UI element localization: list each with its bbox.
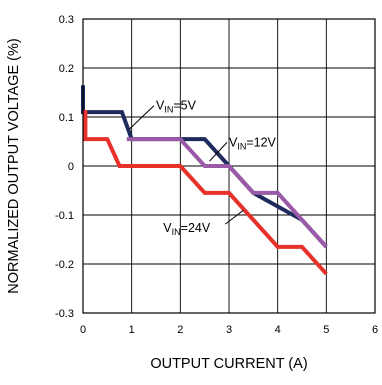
y-tick-label-6: -0.3	[55, 308, 74, 320]
series-label-2: VIN=24V	[163, 221, 211, 237]
series-line-1	[126, 137, 328, 249]
leader-line-1	[209, 142, 228, 162]
leader-line-2	[224, 209, 244, 225]
x-tick-label-6: 6	[372, 324, 378, 336]
x-tick-label-3: 3	[226, 324, 232, 336]
y-tick-label-5: -0.2	[55, 259, 74, 271]
y-tick-label-4: -0.1	[55, 210, 74, 222]
x-tick-label-1: 1	[129, 324, 135, 336]
annotations: VIN=5V VIN=12V VIN=24V	[128, 99, 277, 237]
series-line-0	[81, 85, 328, 249]
y-tick-label-0: 0.3	[59, 14, 74, 26]
plot-border	[82, 18, 376, 314]
x-tick-label-4: 4	[275, 324, 281, 336]
series-line-2	[83, 110, 328, 276]
y-tick-label-3: 0	[68, 161, 74, 173]
plot-frame	[82, 18, 376, 314]
leader-line-0	[128, 105, 155, 130]
x-tick-label-5: 5	[323, 324, 329, 336]
series-label-0: VIN=5V	[156, 99, 197, 115]
y-tick-label-2: 0.1	[59, 112, 74, 124]
x-axis-title: OUTPUT CURRENT (A)	[150, 356, 307, 372]
y-axis-title: NORMALIZED OUTPUT VOLTAGE (%)	[6, 38, 22, 293]
x-tick-label-2: 2	[177, 324, 183, 336]
x-tick-label-0: 0	[80, 324, 86, 336]
series-label-1: VIN=12V	[229, 135, 277, 151]
series-lines	[81, 85, 328, 276]
tick-labels: 0 1 2 3 4 5 6 0.3 0.2 0.1 0 -0.1 -0.2 -0.3	[55, 14, 378, 336]
y-tick-label-1: 0.2	[59, 63, 74, 75]
